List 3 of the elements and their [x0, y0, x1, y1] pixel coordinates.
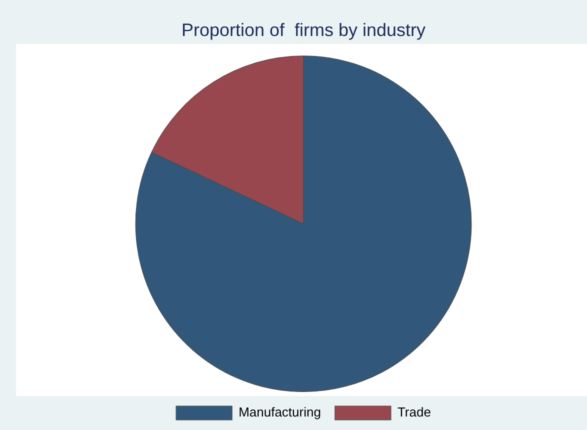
legend-label: Manufacturing	[238, 404, 321, 420]
chart-title: Proportion of firms by industry	[181, 20, 426, 40]
legend-label: Trade	[397, 404, 431, 420]
